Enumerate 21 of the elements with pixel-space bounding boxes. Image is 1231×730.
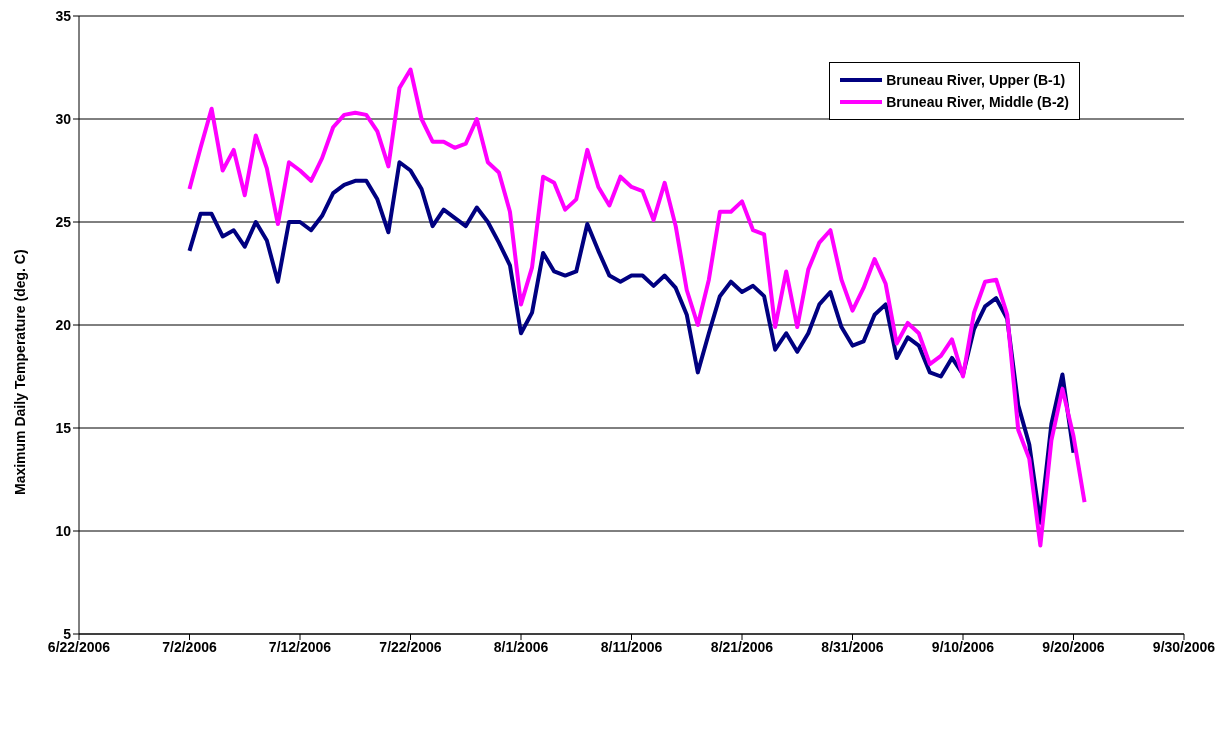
y-tick-label: 20 (55, 316, 72, 333)
x-tick-label: 7/12/2006 (268, 638, 332, 655)
line-series (187, 67, 1087, 548)
y-tick-label: 15 (55, 419, 72, 436)
y-tick-label: 25 (55, 213, 72, 230)
x-tick-label: 9/30/2006 (1152, 638, 1216, 655)
x-tick-label: 9/20/2006 (1042, 638, 1105, 655)
x-tick-label: 7/2/2006 (162, 638, 217, 655)
legend-label: Bruneau River, Middle (B-2) (886, 94, 1069, 110)
legend-label: Bruneau River, Upper (B-1) (886, 72, 1066, 88)
x-tick-label: 8/11/2006 (600, 638, 663, 655)
x-tick-label: 7/22/2006 (379, 638, 442, 655)
x-tick-label: 8/1/2006 (493, 638, 549, 655)
y-tick-label: 10 (55, 522, 72, 539)
x-tick-label: 9/10/2006 (931, 638, 995, 655)
y-tick-label: 30 (55, 110, 72, 127)
y-axis-title: Maximum Daily Temperature (deg. C) (11, 249, 28, 495)
line-series (187, 160, 1076, 525)
x-tick-label: 8/31/2006 (821, 638, 884, 655)
x-tick-label: 8/21/2006 (710, 638, 774, 655)
y-tick-label: 35 (55, 7, 72, 24)
